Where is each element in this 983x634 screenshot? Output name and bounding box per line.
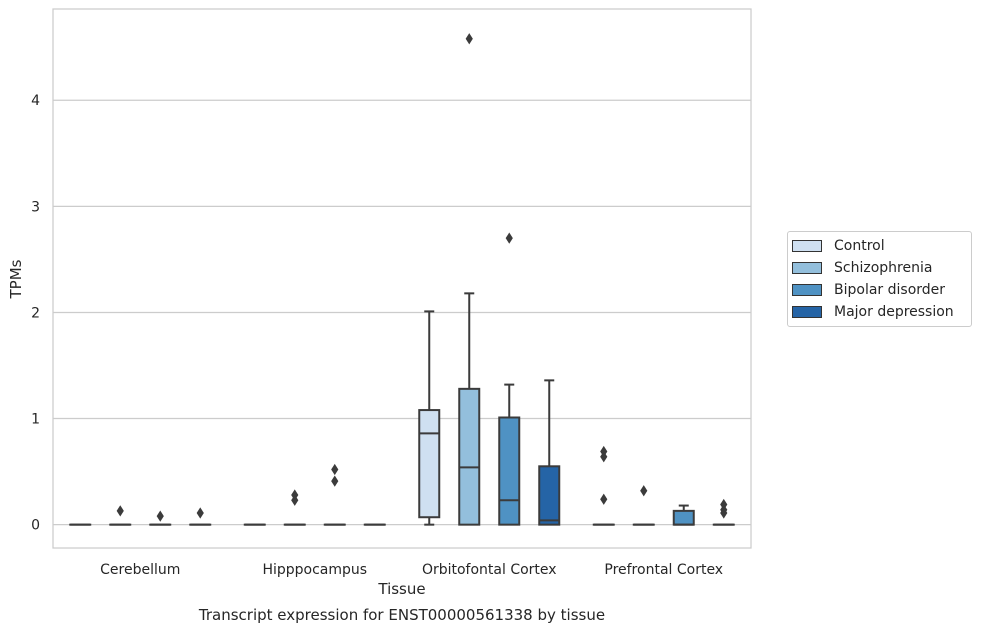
x-tick-label-orbitofontal-cortex: Orbitofontal Cortex [422,562,557,578]
x-tick-label-hipppocampus: Hipppocampus [262,562,367,578]
box-cerebellum-bipolar-disorder [149,510,172,526]
y-tick-label-2: 2 [31,305,40,321]
legend-item-bipolar-disorder: Bipolar disorder [792,279,945,301]
box-hipppocampus-bipolar-disorder [323,463,346,526]
box-prefrontal-cortex-major-depression [712,498,735,526]
box-prefrontal-cortex-major-depression-outlier-2 [720,498,728,511]
box-orbitofontal-cortex-schizophrenia-outlier-0 [465,33,473,45]
y-tick-labels: 0 1 2 3 4 [31,93,40,533]
x-axis-label: Tissue [377,580,425,598]
legend-swatch-bipolar-disorder [792,284,822,296]
legend-label-schizophrenia: Schizophrenia [834,260,933,276]
y-tick-label-4: 4 [31,93,40,109]
box-prefrontal-cortex-control [592,445,615,526]
box-orbitofontal-cortex-control-iqr-box [418,409,441,519]
box-orbitofontal-cortex-major-depression [538,379,561,526]
box-groups [69,33,735,526]
box-cerebellum-schizophrenia [109,505,132,526]
box-cerebellum-bipolar-disorder-outlier-0 [156,510,164,522]
y-axis-label: TPMs [7,259,25,299]
box-orbitofontal-cortex-bipolar-disorder-iqr-box [498,416,521,526]
x-tick-label-cerebellum: Cerebellum [100,562,180,578]
box-prefrontal-cortex-control-outlier-2 [600,445,608,458]
y-tick-label-1: 1 [31,412,40,428]
box-prefrontal-cortex-bipolar-disorder [672,504,695,526]
y-tick-label-0: 0 [31,518,40,534]
legend-item-major-depression: Major depression [792,301,954,323]
box-orbitofontal-cortex-bipolar-disorder-outlier-0 [505,232,513,244]
legend-swatch-schizophrenia [792,262,822,274]
x-tick-labels: Cerebellum Hipppocampus Orbitofontal Corte… [100,562,723,578]
plot-area [53,9,751,548]
chart-caption: Transcript expression for ENST0000056133… [198,606,606,624]
box-hipppocampus-bipolar-disorder-outlier-1 [331,463,339,476]
box-prefrontal-cortex-schizophrenia [632,485,655,526]
plot-frame [52,8,752,549]
box-cerebellum-major-depression-outlier-0 [196,507,204,519]
box-orbitofontal-cortex-bipolar-disorder [498,232,521,526]
box-prefrontal-cortex-bipolar-disorder-iqr-box [672,509,695,526]
box-orbitofontal-cortex-major-depression-iqr-box [538,465,561,526]
box-prefrontal-cortex-control-outlier-0 [600,493,608,505]
box-cerebellum-major-depression [189,507,212,526]
legend-swatch-control [792,240,822,252]
box-hipppocampus-bipolar-disorder-outlier-0 [331,475,339,487]
x-tick-label-prefrontal-cortex: Prefrontal Cortex [604,562,723,578]
legend-swatch-major-depression [792,306,822,318]
legend: Control Schizophrenia Bipolar disorder M… [787,231,972,327]
legend-item-schizophrenia: Schizophrenia [792,257,932,279]
legend-label-major-depression: Major depression [834,304,954,320]
box-orbitofontal-cortex-control [418,310,441,526]
legend-label-bipolar-disorder: Bipolar disorder [834,282,946,298]
legend-label-control: Control [834,238,885,254]
box-cerebellum-schizophrenia-outlier-0 [116,505,124,517]
box-hipppocampus-schizophrenia [283,489,306,526]
legend-item-control: Control [792,235,885,257]
box-orbitofontal-cortex-schizophrenia-iqr-box [458,387,481,526]
box-prefrontal-cortex-schizophrenia-outlier-0 [640,485,648,497]
y-tick-label-3: 3 [31,199,40,215]
box-orbitofontal-cortex-schizophrenia [458,33,481,526]
box-hipppocampus-schizophrenia-outlier-1 [291,489,299,501]
